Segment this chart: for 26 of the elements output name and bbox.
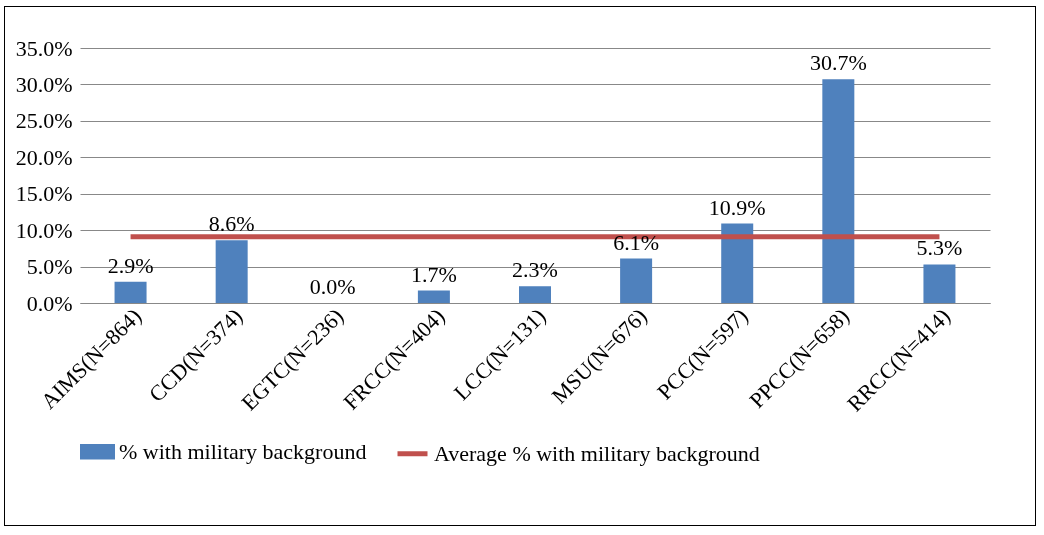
bar — [923, 264, 956, 303]
y-tick-label: 30.0% — [15, 71, 73, 97]
data-label: 8.6% — [208, 211, 255, 237]
bar — [114, 281, 147, 303]
bar — [721, 223, 754, 303]
y-tick-label: 5.0% — [26, 254, 73, 280]
bar — [417, 290, 450, 303]
bar — [822, 79, 855, 303]
y-tick-label: 25.0% — [15, 108, 73, 134]
data-label: 5.3% — [916, 235, 963, 261]
bar — [620, 258, 653, 303]
y-tick-label: 35.0% — [15, 35, 73, 61]
legend-label: Average % with military background — [434, 440, 760, 466]
data-label: 2.3% — [512, 257, 558, 283]
bar — [519, 286, 551, 303]
y-tick-label: 20.0% — [15, 144, 73, 170]
bar — [215, 240, 248, 303]
data-label: 2.9% — [107, 252, 154, 278]
data-label: 30.7% — [809, 50, 867, 76]
legend-label: % with military background — [119, 438, 367, 464]
y-tick-label: 10.0% — [15, 217, 73, 243]
y-tick-label: 0.0% — [26, 290, 73, 316]
y-tick-label: 15.0% — [15, 181, 73, 207]
data-label: 0.0% — [309, 274, 356, 299]
data-label: 1.7% — [410, 261, 457, 287]
data-label: 10.9% — [708, 194, 766, 220]
